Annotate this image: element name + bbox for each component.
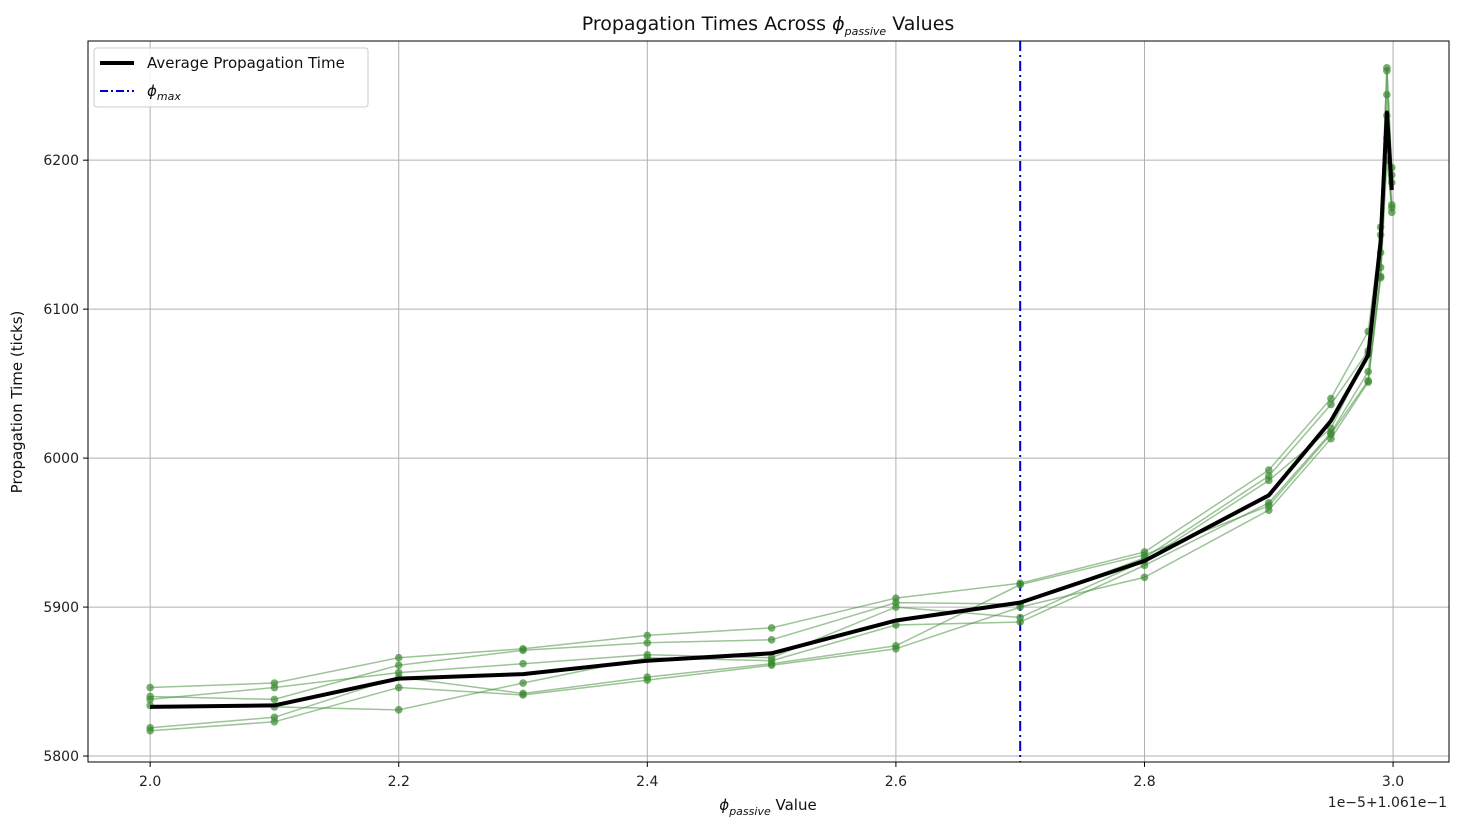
run-data-point: [270, 695, 279, 704]
run-data-point: [519, 679, 527, 687]
plot-frame: [87, 40, 1450, 763]
run-data-point: [1364, 378, 1373, 386]
run-data-point: [1264, 506, 1273, 515]
run-data-point: [1383, 66, 1391, 75]
y-tick-label: 5900: [43, 600, 79, 616]
average-series-layer: [150, 110, 1394, 709]
run-data-point: [1140, 551, 1149, 559]
grid: [88, 41, 1449, 762]
run-data-point: [1264, 466, 1273, 474]
run-data-point: [643, 639, 652, 647]
legend: Average Propagation Time ϕmax: [93, 47, 369, 108]
run-data-point: [270, 717, 279, 726]
run-data-point: [146, 726, 154, 735]
xlabel-symbol: ϕ: [719, 796, 729, 814]
run-data-point: [892, 644, 900, 653]
run-data-point: [643, 676, 652, 684]
run-data-point: [892, 603, 900, 611]
x-tick-label: 2.6: [885, 774, 907, 790]
run-data-point: [1383, 90, 1391, 99]
run-data-point: [1016, 618, 1024, 626]
run-data-point: [519, 646, 527, 655]
y-tick-label: 6000: [43, 451, 79, 467]
x-tick-label: 2.4: [636, 774, 658, 790]
run-data-point: [1264, 476, 1273, 485]
legend-vline-label: ϕmax: [147, 82, 181, 103]
x-tick-label: 2.2: [388, 774, 410, 790]
xlabel-subscript: passive: [728, 805, 771, 818]
title-symbol: ϕ: [832, 13, 845, 35]
x-tick-label: 3.0: [1382, 774, 1404, 790]
y-ticks: 5800 5900 6000 6100 6200: [43, 153, 88, 765]
x-tick-label: 2.8: [1133, 774, 1155, 790]
run-data-point: [519, 691, 527, 699]
run-data-point: [1388, 204, 1396, 212]
run-data-point: [643, 631, 652, 640]
x-axis-label: ϕpassive Value: [719, 796, 816, 818]
run-series-line: [150, 67, 1393, 689]
run-data-point: [146, 683, 154, 692]
title-subscript: passive: [844, 25, 887, 38]
run-data-point: [1016, 580, 1024, 589]
run-data-point: [519, 659, 527, 668]
run-data-point: [1327, 434, 1335, 443]
run-data-point: [1016, 603, 1024, 611]
run-series-line: [150, 94, 1393, 701]
run-data-point: [1140, 573, 1149, 582]
x-offset-text: 1e−5+1.061e−1: [1328, 795, 1447, 811]
legend-vline-symbol: ϕ: [147, 82, 157, 100]
run-series-line: [150, 70, 1393, 701]
y-axis-label: Propagation Time (ticks): [8, 311, 26, 494]
run-data-point: [767, 661, 776, 669]
run-series-layer: [146, 64, 1396, 735]
x-ticks: 2.0 2.2 2.4 2.6 2.8 3.0: [139, 762, 1404, 790]
run-series-line: [150, 115, 1393, 711]
y-tick-label: 5800: [43, 749, 79, 765]
run-data-point: [767, 636, 776, 644]
average-series-line: [150, 110, 1394, 709]
run-data-point: [394, 683, 403, 692]
run-data-point: [1327, 394, 1335, 403]
run-data-point: [270, 683, 279, 692]
y-tick-label: 6100: [43, 302, 79, 318]
title-prefix: Propagation Times Across: [582, 13, 832, 35]
run-data-point: [394, 706, 403, 714]
x-tick-label: 2.0: [139, 774, 161, 790]
run-data-point: [394, 653, 403, 662]
legend-box: [93, 47, 369, 108]
run-data-point: [767, 624, 776, 632]
legend-vline-subscript: max: [157, 90, 181, 103]
run-data-point: [394, 661, 403, 669]
title-suffix: Values: [886, 13, 954, 35]
run-series-line: [150, 160, 1393, 732]
chart-title: Propagation Times Across ϕpassive Values: [582, 13, 955, 38]
run-data-point: [1327, 400, 1335, 409]
y-tick-label: 6200: [43, 153, 79, 169]
xlabel-suffix: Value: [771, 796, 817, 814]
legend-average-label: Average Propagation Time: [147, 54, 345, 72]
run-data-point: [146, 695, 154, 704]
